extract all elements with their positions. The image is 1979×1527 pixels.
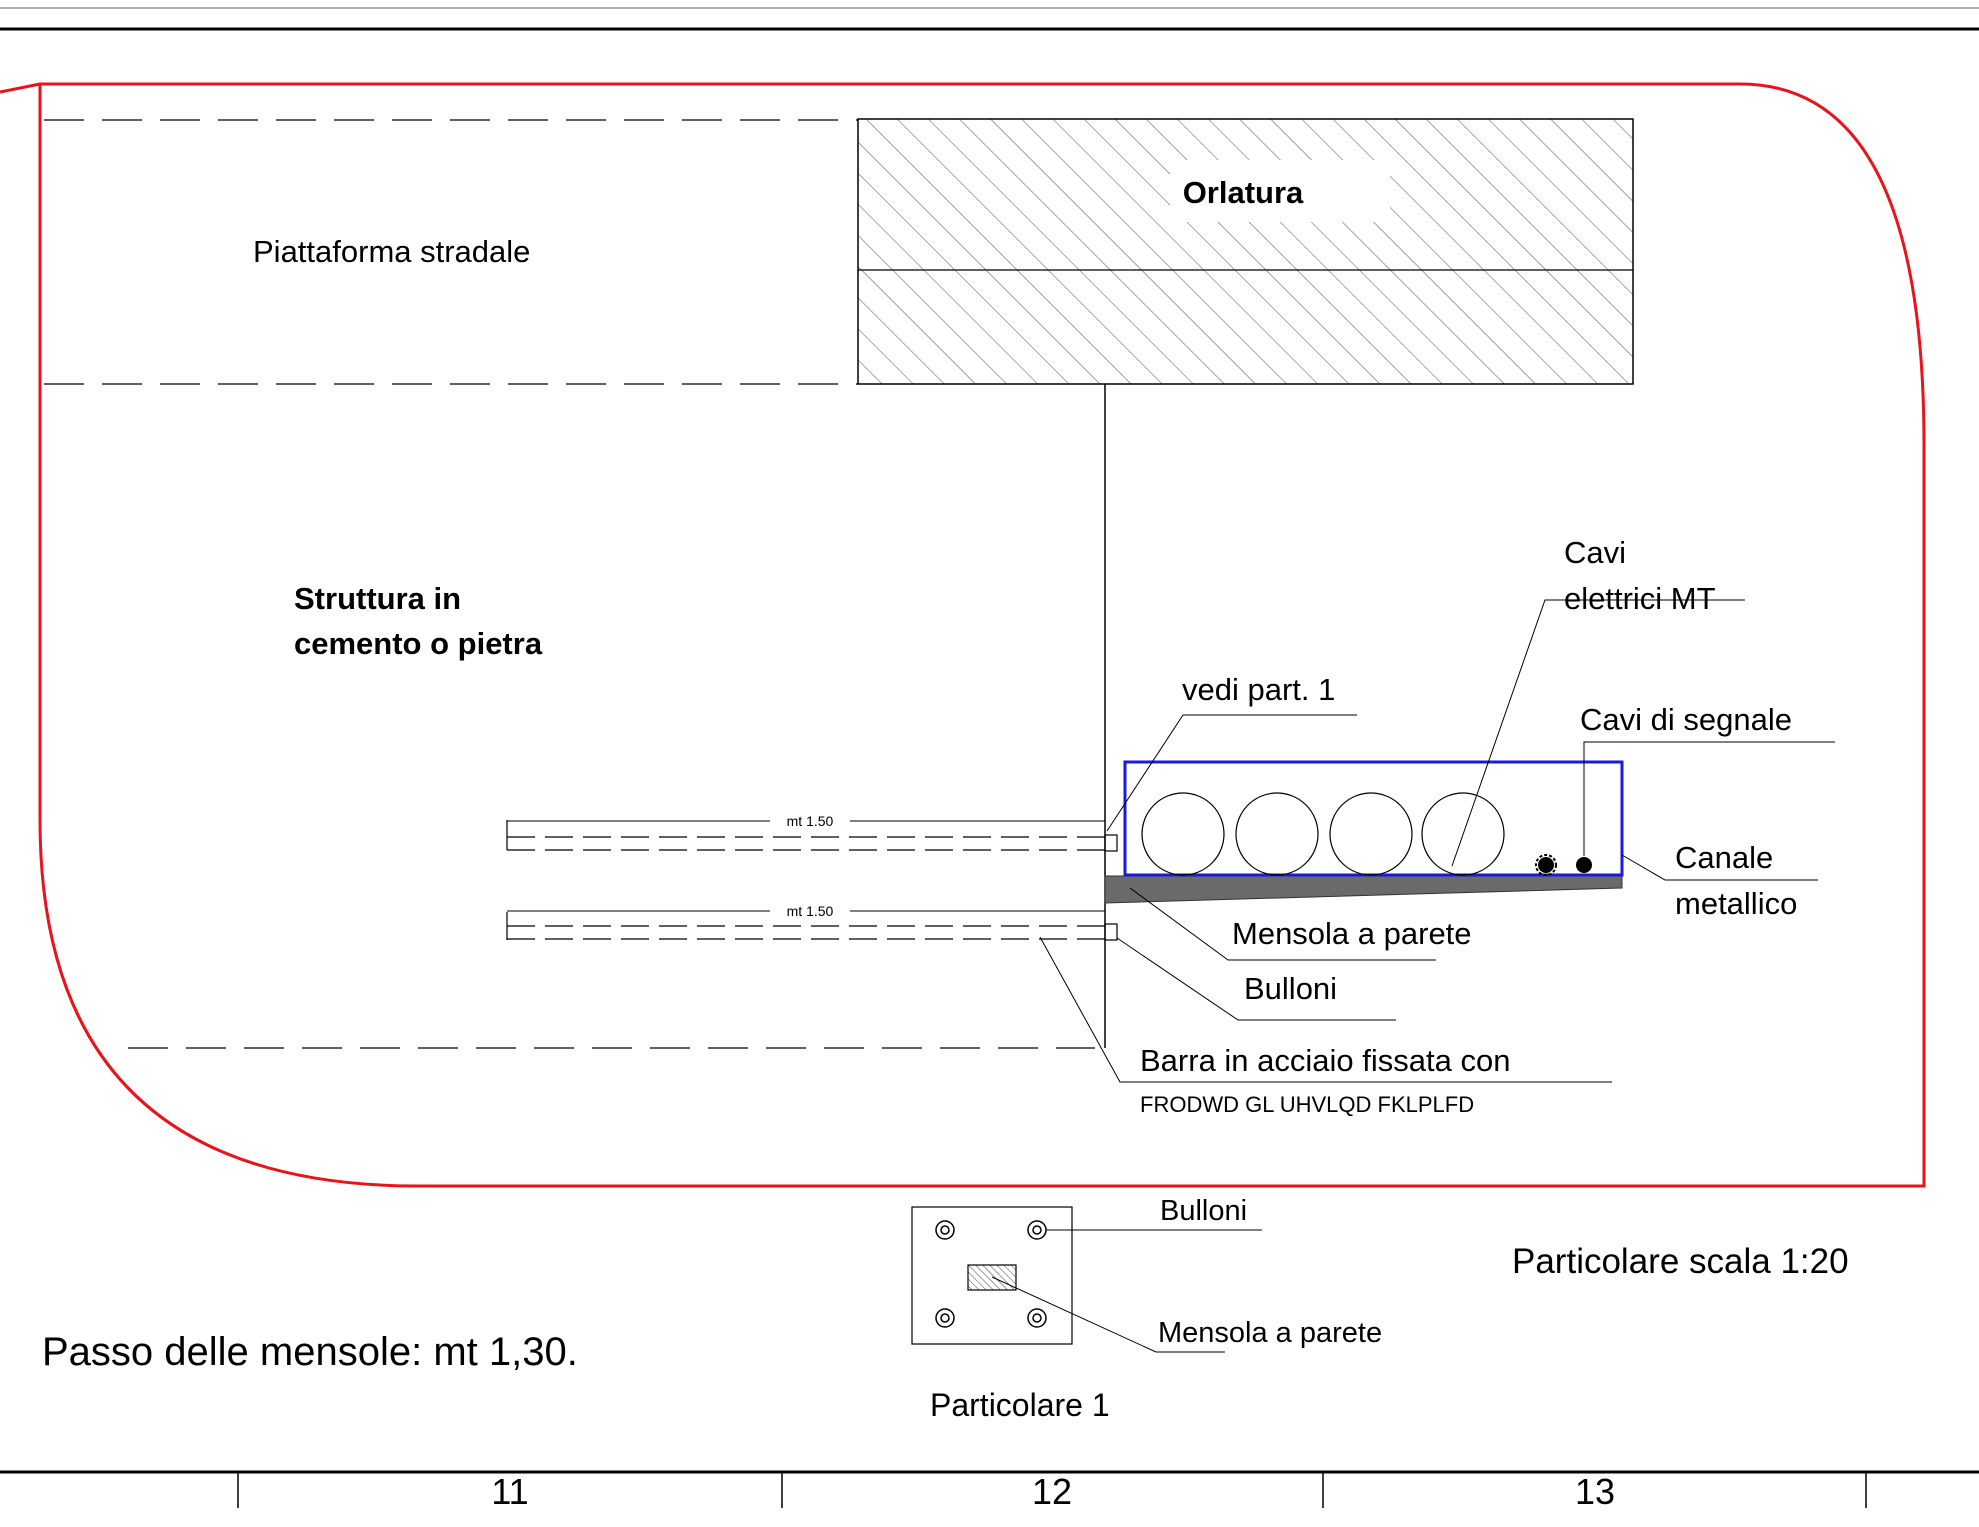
grid-number-13: 13 bbox=[1575, 1471, 1615, 1512]
wall-bracket bbox=[1104, 875, 1623, 904]
detail-bulloni-label: Bulloni bbox=[1160, 1195, 1247, 1227]
dimension-lower bbox=[507, 905, 1106, 918]
barra-label-line2: FRODWD GL UHVLQD FKLPLFD bbox=[1140, 1092, 1474, 1117]
mensola-label: Mensola a parete bbox=[1232, 916, 1472, 951]
detail-leaders bbox=[991, 1229, 1262, 1353]
bottom-frame bbox=[0, 1470, 1979, 1508]
canale-label-line1: Canale bbox=[1675, 840, 1773, 875]
cavi-segnale-label: Cavi di segnale bbox=[1580, 702, 1792, 737]
canale-label-line2: metallico bbox=[1675, 886, 1797, 921]
dimension-upper-label: mt 1.50 bbox=[787, 813, 834, 829]
scala-note: Particolare scala 1:20 bbox=[1512, 1242, 1849, 1281]
piattaforma-label: Piattaforma stradale bbox=[253, 234, 530, 269]
detail-boundary-outline bbox=[0, 82, 1926, 1188]
cavi-mt-label-line2: elettrici MT bbox=[1564, 581, 1716, 616]
vedi-part-label: vedi part. 1 bbox=[1182, 672, 1335, 707]
mt-cables bbox=[1141, 792, 1505, 876]
steel-bar-upper bbox=[506, 820, 1118, 852]
detail-title: Particolare 1 bbox=[930, 1387, 1110, 1423]
passo-note: Passo delle mensole: mt 1,30. bbox=[42, 1330, 578, 1374]
steel-bar-lower bbox=[506, 912, 1118, 941]
grid-number-12: 12 bbox=[1032, 1471, 1072, 1512]
struttura-label-line2: cemento o pietra bbox=[294, 626, 543, 661]
grid-number-11: 11 bbox=[491, 1471, 528, 1512]
barra-label-line1: Barra in acciaio fissata con bbox=[1140, 1043, 1510, 1078]
detail-mensola-label: Mensola a parete bbox=[1158, 1317, 1382, 1349]
orlatura-label: Orlatura bbox=[1183, 175, 1304, 210]
cavi-mt-label-line1: Cavi bbox=[1564, 535, 1626, 570]
top-frame bbox=[0, 7, 1979, 31]
leader-lines bbox=[1039, 599, 1835, 1083]
detail-plate bbox=[911, 1206, 1073, 1345]
struttura-label-line1: Struttura in bbox=[294, 581, 461, 616]
signal-cables bbox=[1535, 854, 1592, 876]
bulloni-label: Bulloni bbox=[1244, 971, 1337, 1006]
dimension-lower-label: mt 1.50 bbox=[787, 903, 834, 919]
dimension-upper bbox=[507, 815, 1106, 828]
curb-block bbox=[857, 118, 1634, 385]
road-platform-lines bbox=[44, 119, 1095, 1049]
